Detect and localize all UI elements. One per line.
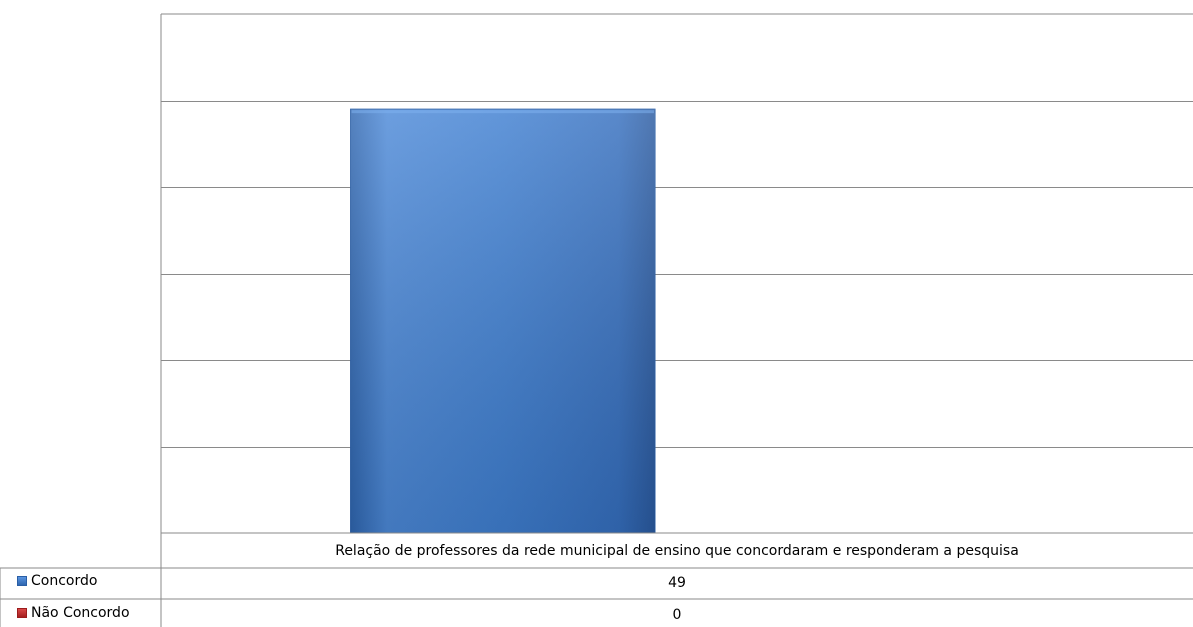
nao-concordo-row-value: 0 bbox=[672, 607, 682, 623]
nao-concordo-row-label: Não Concordo bbox=[31, 605, 130, 621]
bar-top-bevel bbox=[351, 110, 654, 114]
data-table bbox=[0, 532, 1193, 627]
plot-frame bbox=[160, 13, 1193, 533]
bar-shade bbox=[350, 109, 655, 534]
table-header-label: Relação de professores da rede municipal… bbox=[335, 543, 1019, 559]
grid-lines bbox=[161, 101, 1193, 448]
concordo-row-value: 49 bbox=[668, 575, 686, 591]
concordo-legend-key bbox=[17, 576, 27, 586]
concordo-row-label: Concordo bbox=[31, 573, 98, 589]
bars bbox=[350, 108, 656, 534]
nao-concordo-legend-key bbox=[17, 608, 27, 618]
bar-concordo bbox=[350, 108, 656, 534]
